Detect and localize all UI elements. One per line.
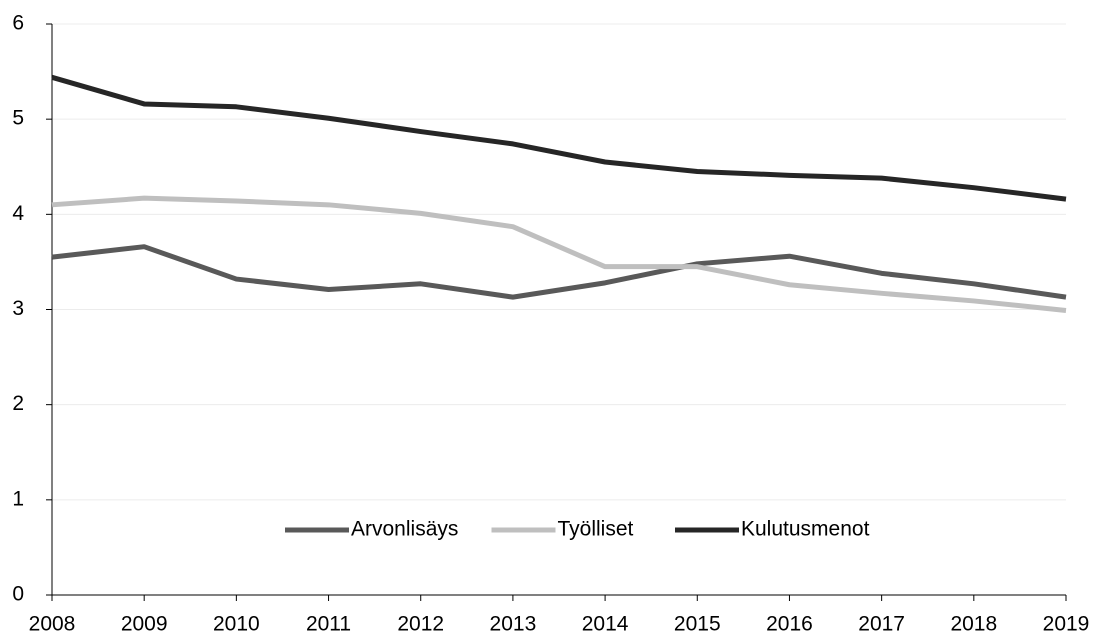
x-tick-label: 2012: [397, 613, 444, 636]
x-tick-label: 2010: [213, 613, 260, 636]
y-tick-label: 3: [12, 297, 24, 320]
y-tick-label: 1: [12, 487, 24, 510]
y-tick-label: 5: [12, 107, 24, 130]
x-tick-label: 2019: [1043, 613, 1090, 636]
legend-label: Arvonlisäys: [351, 518, 458, 541]
series-line: [51, 244, 1067, 300]
x-tick-label: 2015: [674, 613, 721, 636]
y-tick-label: 6: [12, 12, 24, 35]
x-tick-label: 2009: [121, 613, 168, 636]
y-tick-label: 2: [12, 392, 24, 415]
x-tick-label: 2013: [490, 613, 537, 636]
x-tick-label: 2017: [858, 613, 905, 636]
legend-label: Kulutusmenot: [741, 518, 870, 541]
x-tick-label: 2008: [29, 613, 76, 636]
series-line: [51, 195, 1067, 313]
y-tick-label: 4: [12, 202, 24, 225]
legend-label: Työlliset: [558, 518, 634, 541]
x-tick-label: 2014: [582, 613, 629, 636]
y-tick-label: 0: [12, 583, 24, 606]
series-line: [51, 74, 1067, 202]
x-tick-label: 2018: [950, 613, 997, 636]
x-tick-label: 2016: [766, 613, 813, 636]
x-tick-label: 2011: [306, 613, 351, 636]
